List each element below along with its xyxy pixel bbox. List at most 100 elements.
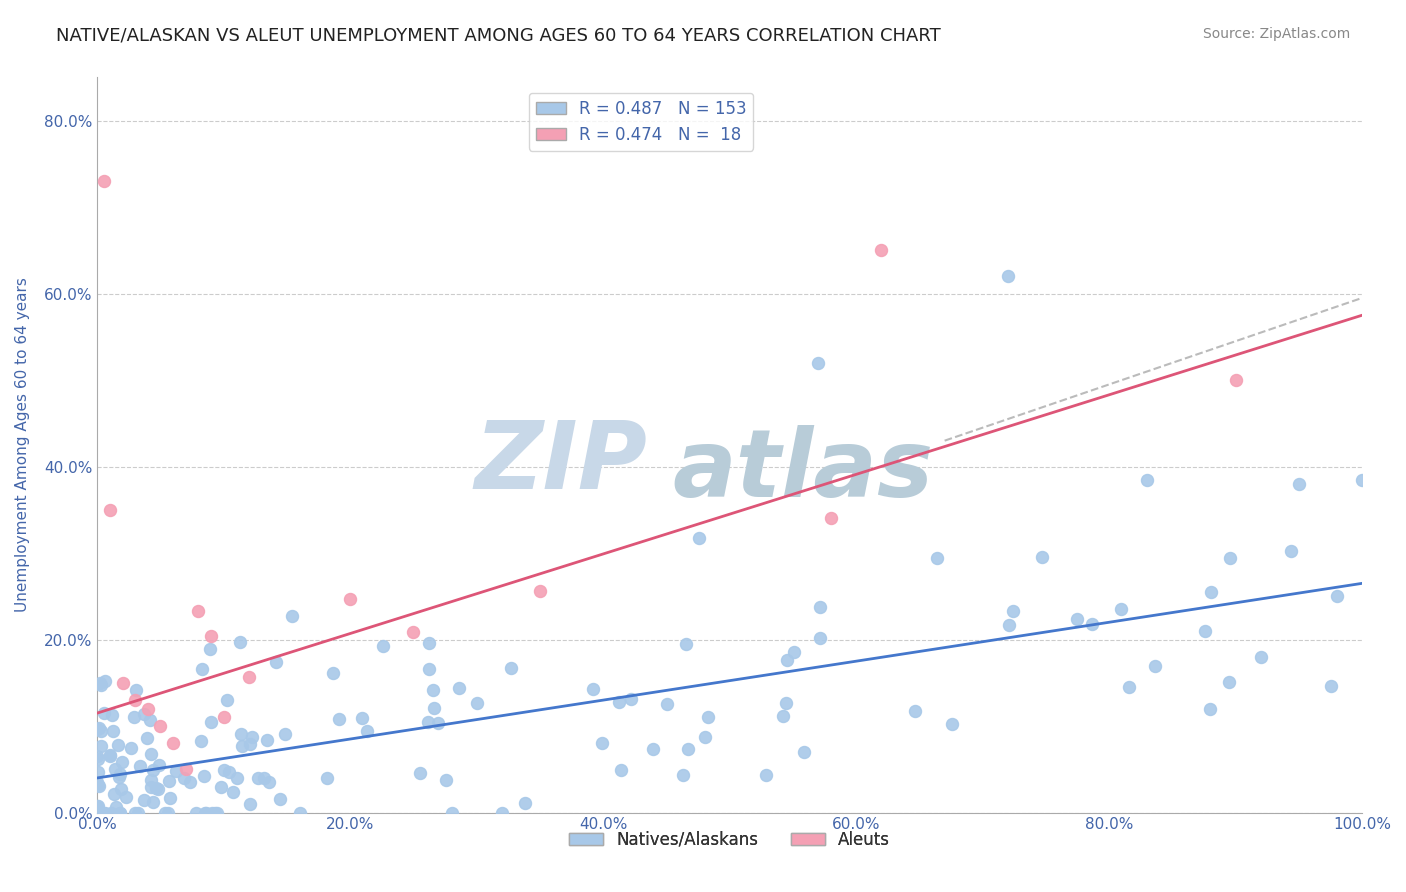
Point xyxy=(159,791,181,805)
Point xyxy=(87,798,110,813)
Point xyxy=(156,805,179,820)
Point xyxy=(103,787,125,801)
Point xyxy=(162,736,184,750)
Point xyxy=(1218,675,1240,690)
Point xyxy=(194,805,217,820)
Point xyxy=(86,775,108,789)
Point xyxy=(127,805,149,820)
Point xyxy=(136,702,159,716)
Point xyxy=(173,771,195,785)
Point xyxy=(620,692,643,706)
Point xyxy=(807,356,830,370)
Point xyxy=(239,737,262,751)
Point xyxy=(229,727,252,741)
Point xyxy=(165,764,187,778)
Point xyxy=(998,618,1021,632)
Point xyxy=(86,752,108,766)
Point xyxy=(90,678,112,692)
Point xyxy=(1250,649,1272,664)
Point xyxy=(339,591,361,606)
Point xyxy=(94,674,117,689)
Point xyxy=(124,693,146,707)
Point xyxy=(225,771,247,785)
Point xyxy=(98,503,121,517)
Point xyxy=(688,531,710,545)
Point xyxy=(655,697,678,711)
Point xyxy=(870,244,893,258)
Point xyxy=(128,759,150,773)
Point xyxy=(246,771,269,785)
Point xyxy=(93,805,115,820)
Point xyxy=(1031,549,1053,564)
Point xyxy=(190,733,212,747)
Point xyxy=(418,662,440,676)
Point xyxy=(231,739,253,753)
Point xyxy=(108,805,131,820)
Point xyxy=(465,696,488,710)
Point xyxy=(212,709,235,723)
Point xyxy=(193,768,215,782)
Point xyxy=(211,780,233,795)
Point xyxy=(240,730,263,744)
Point xyxy=(221,784,243,798)
Point xyxy=(1225,373,1247,387)
Point xyxy=(328,712,350,726)
Point xyxy=(110,781,132,796)
Point xyxy=(1199,702,1222,716)
Point xyxy=(228,635,250,649)
Point xyxy=(402,624,425,639)
Point xyxy=(89,805,111,820)
Point xyxy=(782,645,804,659)
Point xyxy=(149,719,172,733)
Point xyxy=(253,772,276,786)
Point xyxy=(373,639,395,653)
Point xyxy=(100,749,122,764)
Point xyxy=(1326,590,1348,604)
Point xyxy=(693,731,716,745)
Point xyxy=(134,707,156,722)
Point xyxy=(145,780,167,795)
Text: atlas: atlas xyxy=(672,425,934,516)
Point xyxy=(91,805,114,820)
Point xyxy=(86,799,108,814)
Point xyxy=(422,683,444,698)
Point xyxy=(591,736,613,750)
Point xyxy=(200,714,222,729)
Point xyxy=(86,722,108,736)
Point xyxy=(696,709,718,723)
Point xyxy=(418,715,440,730)
Point xyxy=(89,676,111,690)
Point xyxy=(195,805,218,820)
Point xyxy=(499,661,522,675)
Point xyxy=(1199,585,1222,599)
Point xyxy=(174,762,197,776)
Point xyxy=(1109,602,1132,616)
Point xyxy=(1288,476,1310,491)
Point xyxy=(179,775,201,789)
Point xyxy=(941,717,963,731)
Point xyxy=(108,767,131,781)
Point xyxy=(86,765,108,780)
Point xyxy=(257,775,280,789)
Point xyxy=(423,700,446,714)
Point xyxy=(132,793,155,807)
Point xyxy=(214,763,236,777)
Point xyxy=(491,805,513,820)
Point xyxy=(1002,605,1025,619)
Point xyxy=(139,747,162,761)
Point xyxy=(776,653,799,667)
Text: ZIP: ZIP xyxy=(475,417,647,509)
Point xyxy=(281,609,304,624)
Point xyxy=(204,805,226,820)
Point xyxy=(87,778,110,792)
Point xyxy=(1143,659,1166,673)
Point xyxy=(1351,473,1374,487)
Point xyxy=(115,789,138,804)
Point xyxy=(676,742,699,756)
Point xyxy=(120,741,142,756)
Point xyxy=(418,636,440,650)
Point xyxy=(184,805,207,820)
Point xyxy=(350,711,373,725)
Y-axis label: Unemployment Among Ages 60 to 64 years: Unemployment Among Ages 60 to 64 years xyxy=(15,277,30,613)
Point xyxy=(87,779,110,793)
